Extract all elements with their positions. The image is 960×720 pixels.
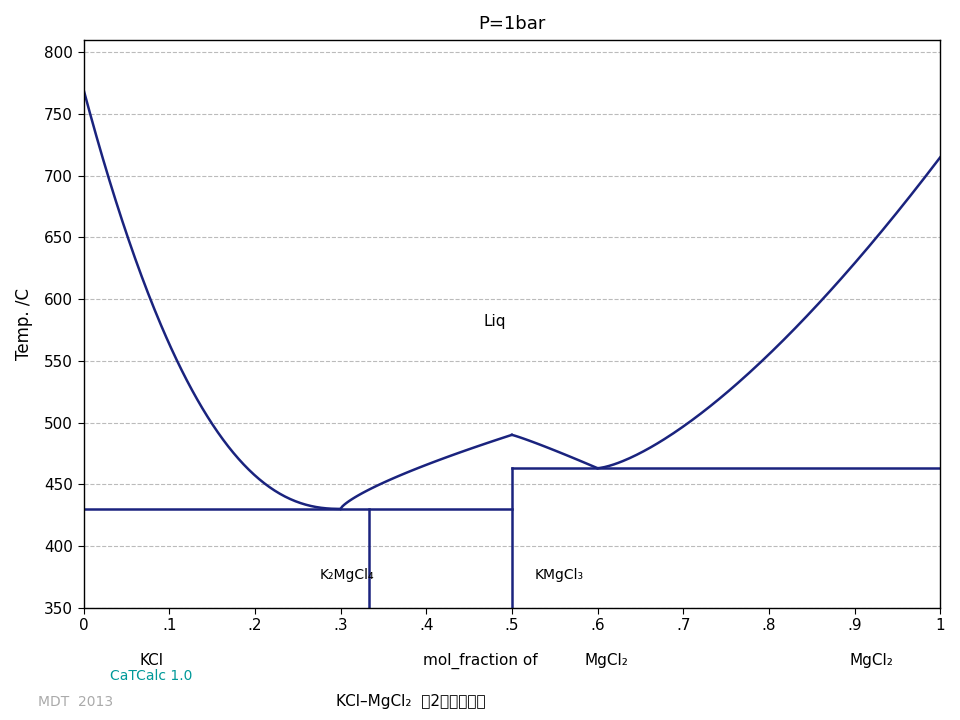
Y-axis label: Temp. /C: Temp. /C	[15, 288, 33, 360]
Title: P=1bar: P=1bar	[478, 15, 545, 33]
Text: KMgCl₃: KMgCl₃	[535, 568, 584, 582]
Text: K₂MgCl₄: K₂MgCl₄	[320, 568, 374, 582]
Text: CaTCalc 1.0: CaTCalc 1.0	[110, 670, 193, 683]
Text: Liq: Liq	[484, 315, 506, 329]
Text: mol_fraction of: mol_fraction of	[422, 653, 538, 670]
Text: MDT  2013: MDT 2013	[38, 695, 113, 708]
Text: MgCl₂: MgCl₂	[850, 653, 894, 668]
Text: KCl: KCl	[140, 653, 163, 668]
Text: KCl–MgCl₂  擬2元系状態図: KCl–MgCl₂ 擬2元系状態図	[336, 693, 486, 708]
Text: MgCl₂: MgCl₂	[585, 653, 629, 668]
